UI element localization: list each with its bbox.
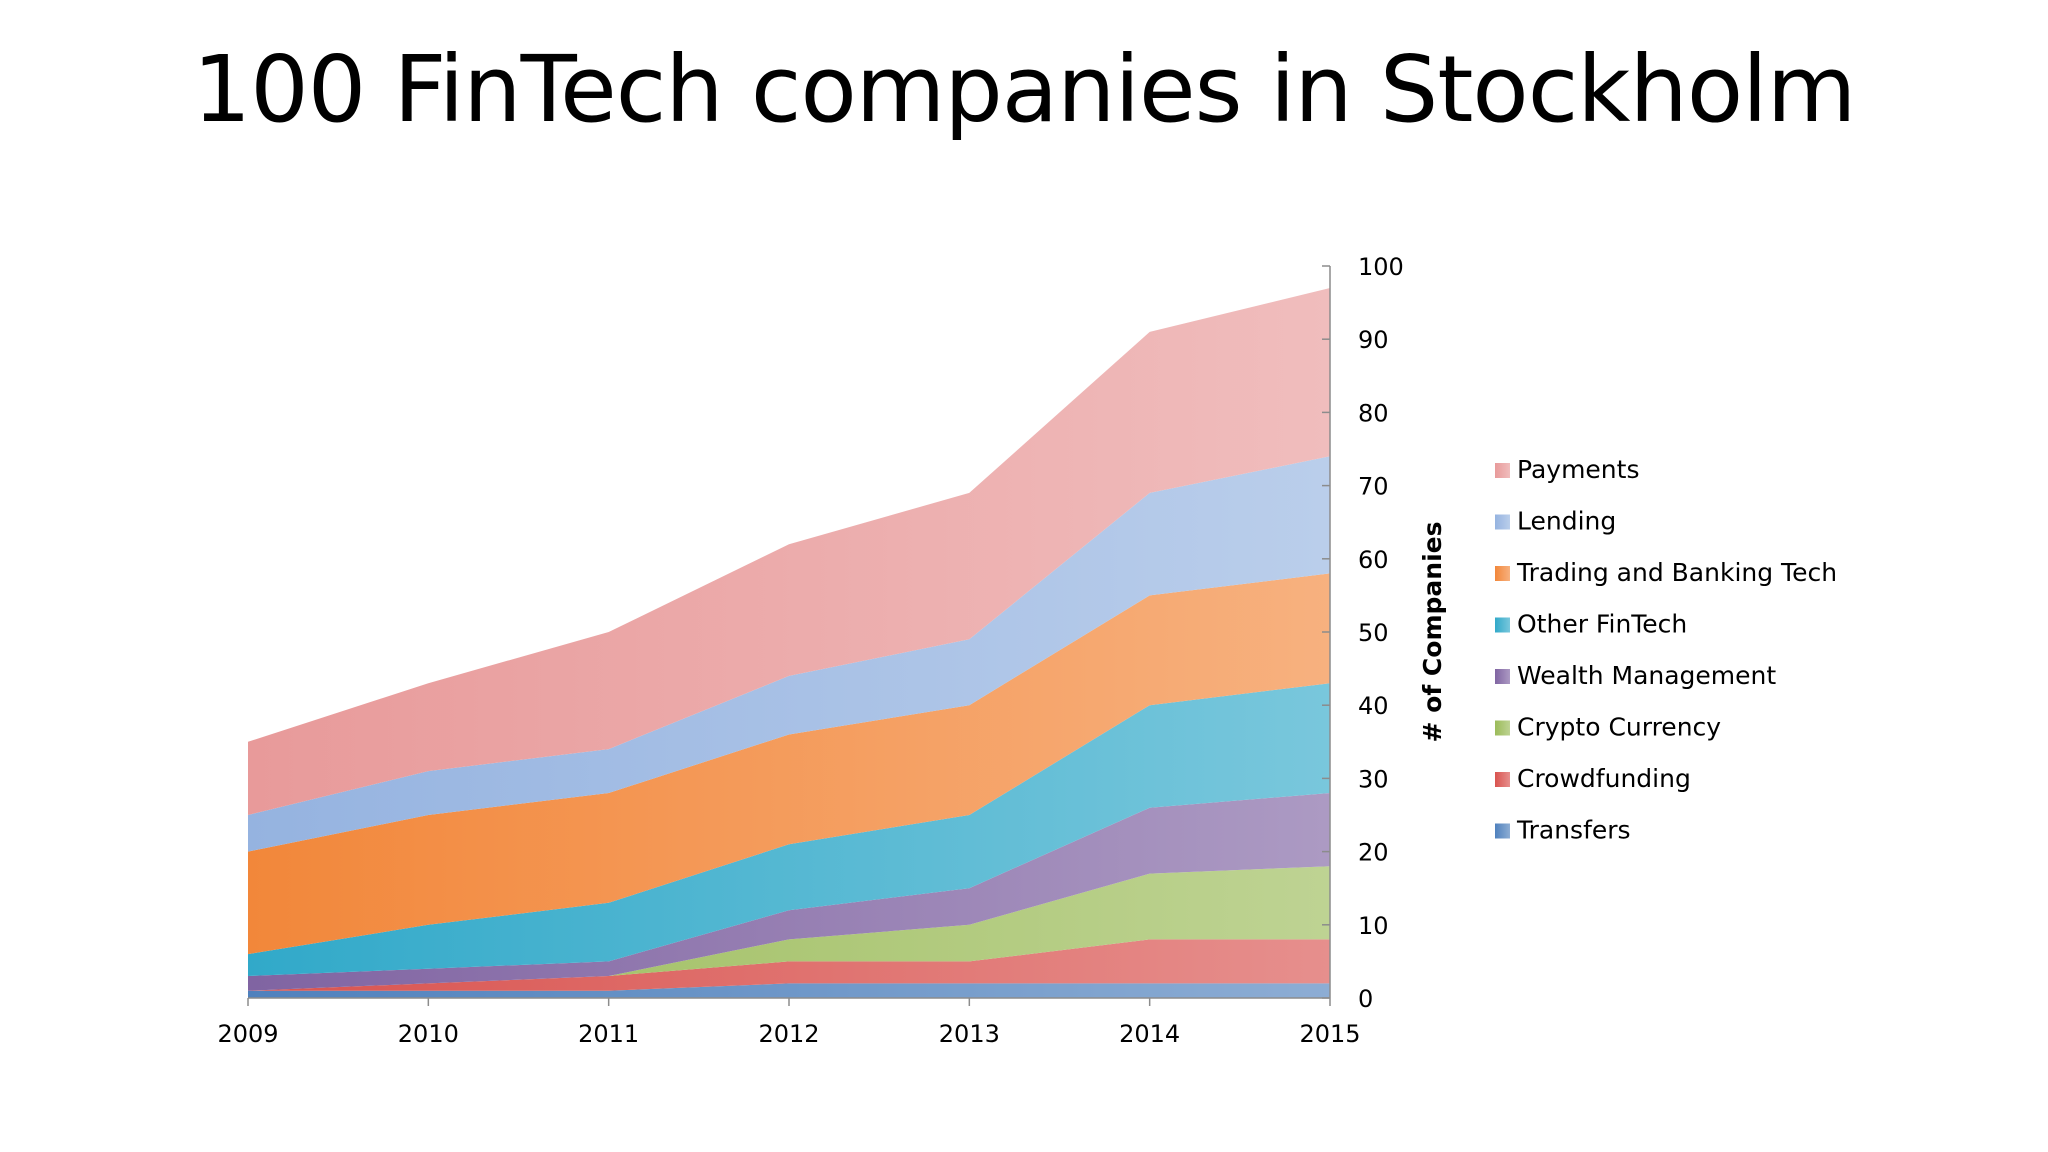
legend: Payments Lending Trading and Banking Tech O… [1495,455,1837,845]
legend-label-payments: Payments [1517,455,1639,484]
area-payments [248,288,1330,815]
y-tick-label: 90 [1358,326,1389,354]
x-tick-label: 2013 [939,1020,1000,1048]
legend-label-wealth-management: Wealth Management [1517,661,1776,690]
x-tick-label: 2015 [1299,1020,1360,1048]
area-transfers [248,983,1330,998]
y-tick-label: 20 [1358,839,1389,867]
legend-label-lending: Lending [1517,507,1616,536]
y-tick-label: 0 [1358,985,1373,1013]
legend-label-trading-and-banking-tech: Trading and Banking Tech [1516,558,1837,587]
legend-swatch-other-fintech [1495,617,1510,633]
legend-label-crypto-currency: Crypto Currency [1517,713,1721,742]
legend-swatch-trading-and-banking-tech [1495,566,1510,581]
y-tick-label: 40 [1358,692,1389,720]
y-tick-label: 80 [1358,399,1389,427]
x-tick-label: 2012 [758,1020,819,1048]
y-tick-label: 100 [1358,253,1404,281]
area-crowdfunding [248,939,1330,991]
legend-label-transfers: Transfers [1516,816,1631,845]
legend-swatch-lending [1495,514,1510,530]
area-crypto-currency [248,866,1330,991]
x-tick-label: 2011 [578,1020,639,1048]
legend-swatch-crypto-currency [1495,720,1510,736]
y-tick-label: 60 [1358,546,1389,574]
y-tick-label: 10 [1358,912,1389,940]
legend-swatch-payments [1495,463,1510,478]
x-tick-label: 2014 [1119,1020,1180,1048]
area-other-fintech [248,683,1330,976]
legend-swatch-wealth-management [1495,669,1510,684]
y-tick-label: 50 [1358,619,1389,647]
legend-swatch-crowdfunding [1495,772,1510,787]
legend-label-crowdfunding: Crowdfunding [1517,764,1691,793]
legend-label-other-fintech: Other FinTech [1517,610,1687,639]
area-layers [248,288,1330,998]
y-tick-label: 30 [1358,765,1389,793]
y-tick-label: 70 [1358,473,1389,501]
slide-title: 100 FinTech companies in Stockholm [192,36,1857,143]
area-wealth-management [248,793,1330,991]
legend-swatch-transfers [1495,823,1510,839]
area-lending [248,456,1330,852]
x-tick-label: 2009 [217,1020,278,1048]
x-tick-label: 2010 [398,1020,459,1048]
area-trading-and-banking-tech [248,573,1330,955]
y-axis-title: # of Companies [1418,522,1447,743]
